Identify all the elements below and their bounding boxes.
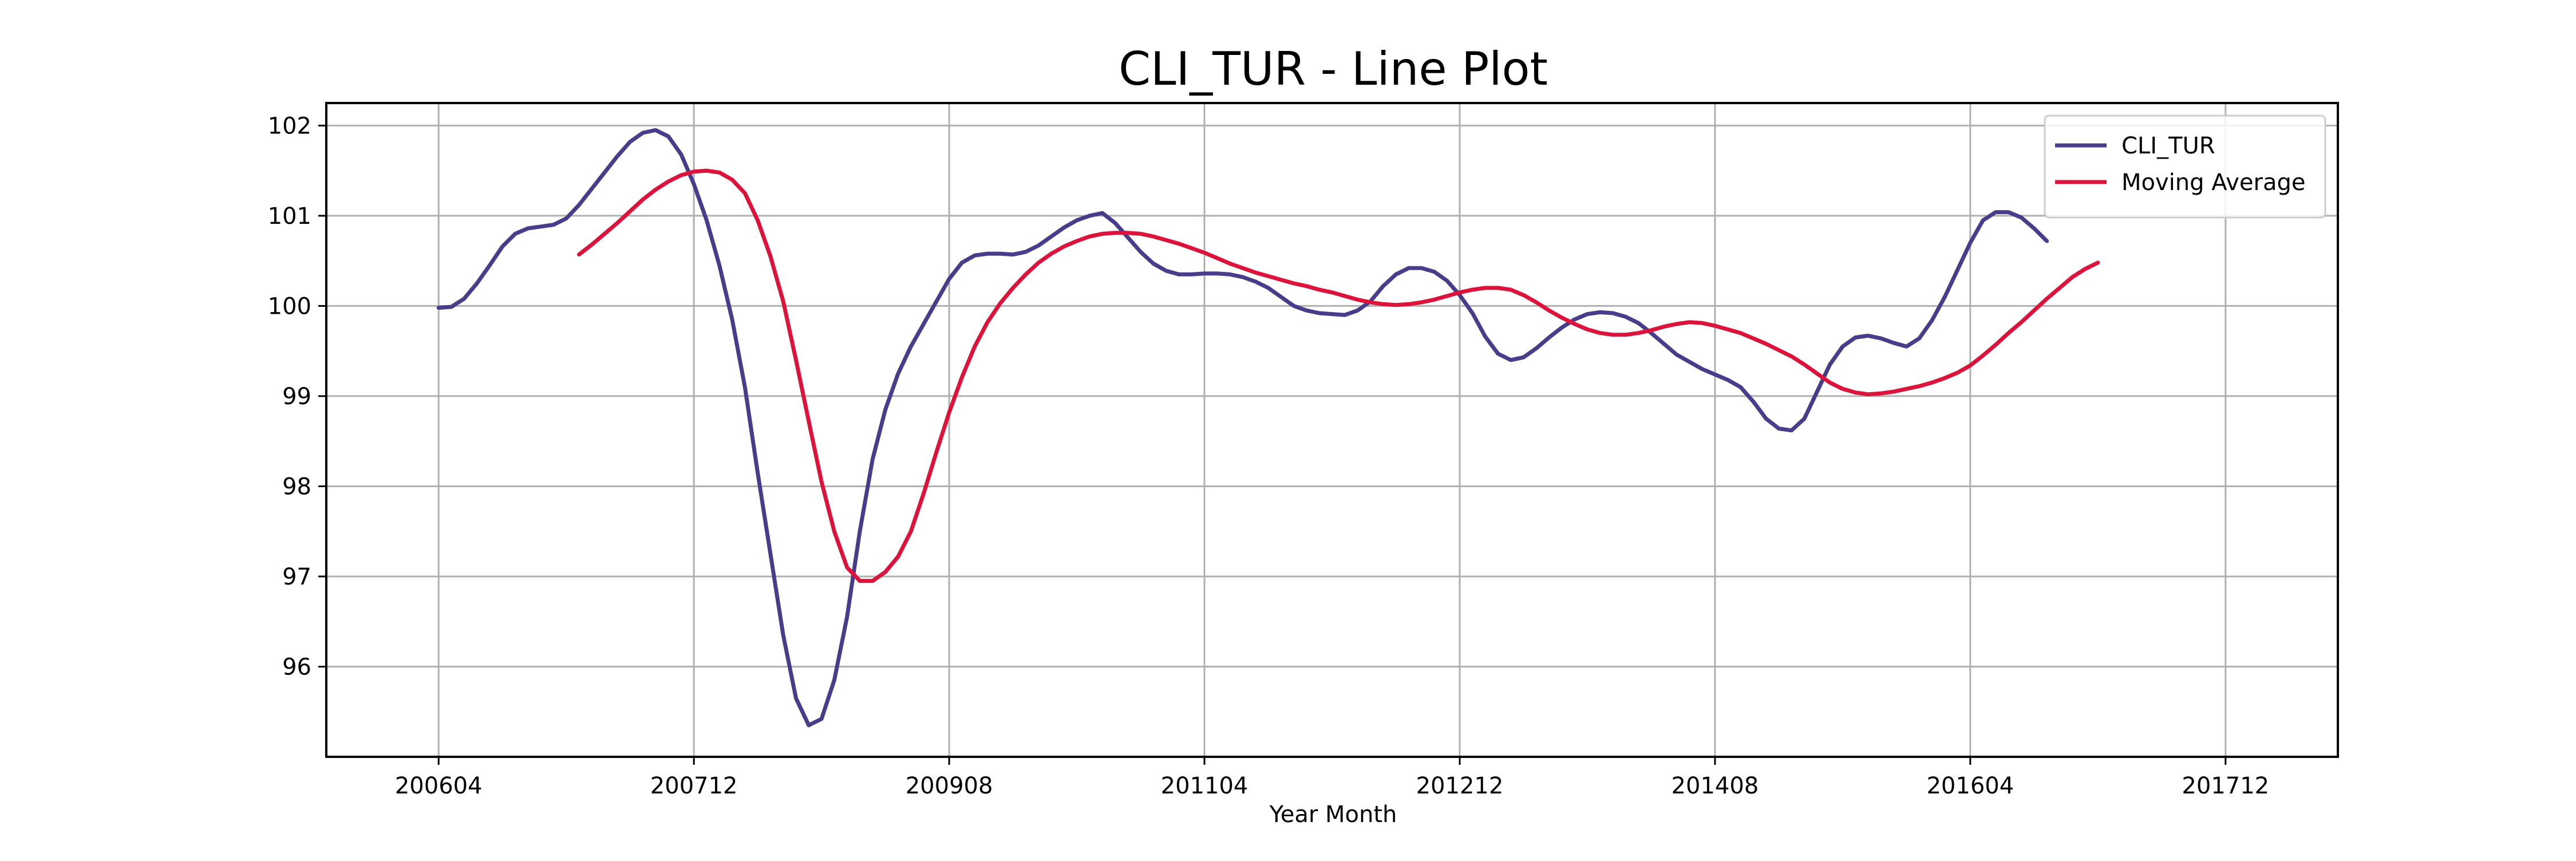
x-tick-label: 201604 <box>1926 773 2014 799</box>
y-tick-label: 102 <box>268 113 311 139</box>
y-tick-label: 100 <box>268 293 311 319</box>
y-tick-label: 98 <box>282 473 311 500</box>
x-tick-label: 201408 <box>1672 773 1759 799</box>
series-line-cli-tur <box>436 128 2049 728</box>
legend-label: CLI_TUR <box>2121 133 2215 159</box>
x-tick-label: 200604 <box>395 773 483 799</box>
chart-title: CLI_TUR - Line Plot <box>1119 42 1548 96</box>
x-axis: 200604 200712 200908 201104 201212 201408 2016… <box>395 757 2269 799</box>
x-tick-label: 201104 <box>1161 773 1249 799</box>
legend-box <box>2044 114 2326 219</box>
y-tick-label: 101 <box>268 203 311 230</box>
x-tick-label: 200712 <box>650 773 738 799</box>
plot-area-frame <box>325 102 2339 758</box>
legend: CLI_TUR Moving Average <box>2044 114 2326 219</box>
y-tick-label: 97 <box>282 564 311 590</box>
series-line-moving-average <box>577 168 2100 583</box>
x-tick-label: 201212 <box>1416 773 1504 799</box>
x-tick-label: 200908 <box>906 773 993 799</box>
y-tick-label: 96 <box>282 654 311 680</box>
y-tick-label: 99 <box>282 384 311 410</box>
series-lines <box>436 128 2100 728</box>
x-axis-label: Year Month <box>1269 801 1397 828</box>
legend-label: Moving Average <box>2121 169 2305 196</box>
y-axis: 96 97 98 99 100 101 102 <box>268 113 326 680</box>
x-tick-label: 201712 <box>2182 773 2269 799</box>
grid-lines <box>326 103 2338 757</box>
